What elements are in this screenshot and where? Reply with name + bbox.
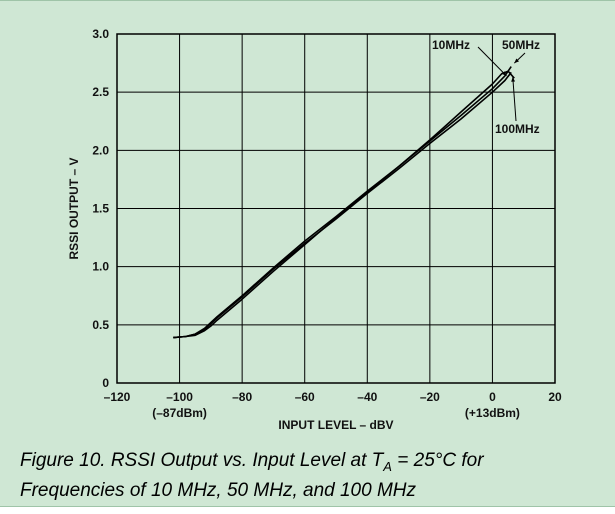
series-lines [173,66,515,339]
x-tick-label: 20 [548,390,562,404]
y-tick-labels: 0 0.5 1.0 1.5 2.0 2.5 3.0 [92,27,109,390]
annotation-arrowhead [511,77,516,82]
y-tick-label: 1.0 [92,260,109,274]
plot-frame [116,33,556,384]
y-tick-label: 0.5 [92,318,109,332]
caption-line2: Frequencies of 10 MHz, 50 MHz, and 100 M… [20,479,417,501]
annotation-leader [477,46,507,77]
annotation-leader [512,77,517,122]
y-axis-title: RSSI OUTPUT – V [67,157,81,259]
series-line-50mhz [173,66,512,339]
caption-line1-suffix: = 25°C for [391,450,484,471]
rssi-chart: –120 –100 –80 –60 –40 –20 0 20(–87dBm) (+13dBm) … [67,27,562,432]
x-sub-label: (+13dBm) [465,406,520,420]
series-line-100mhz [173,70,515,339]
bottom-rule [0,506,615,507]
caption-subscript: A [383,458,392,474]
annotation-label: 50MHz [502,38,540,52]
x-tick-label: –20 [420,390,440,404]
x-tick-label: –120 [104,390,131,404]
x-tick-label: –80 [232,390,252,404]
y-tick-label: 2.0 [92,143,109,157]
y-tick-label: 2.5 [92,85,109,99]
annotation-arrowhead [501,71,507,76]
caption-line1-prefix: Figure 10. RSSI Output vs. Input Level a… [20,450,384,471]
x-tick-label: –60 [295,390,315,404]
x-tick-label: –40 [357,390,377,404]
y-tick-label: 0 [102,376,109,390]
x-axis-title: INPUT LEVEL – dBV [278,418,393,432]
annotation-label: 10MHz [432,38,470,52]
x-sub-label: (–87dBm) [152,406,207,420]
series-annotations: 10MHz 50MHz 100MHz [432,38,540,136]
x-tick-label: 0 [489,390,496,404]
figure-caption: Figure 10. RSSI Output vs. Input Level a… [20,449,610,503]
annotation-label: 100MHz [495,122,540,136]
y-tick-label: 3.0 [92,27,109,41]
y-tick-label: 1.5 [92,202,109,216]
x-tick-label: –100 [166,390,193,404]
x-tick-labels: –120 –100 –80 –60 –40 –20 0 20 (–87dBm) (+13dBm) [104,390,562,420]
annotation-arrowhead [514,58,520,64]
